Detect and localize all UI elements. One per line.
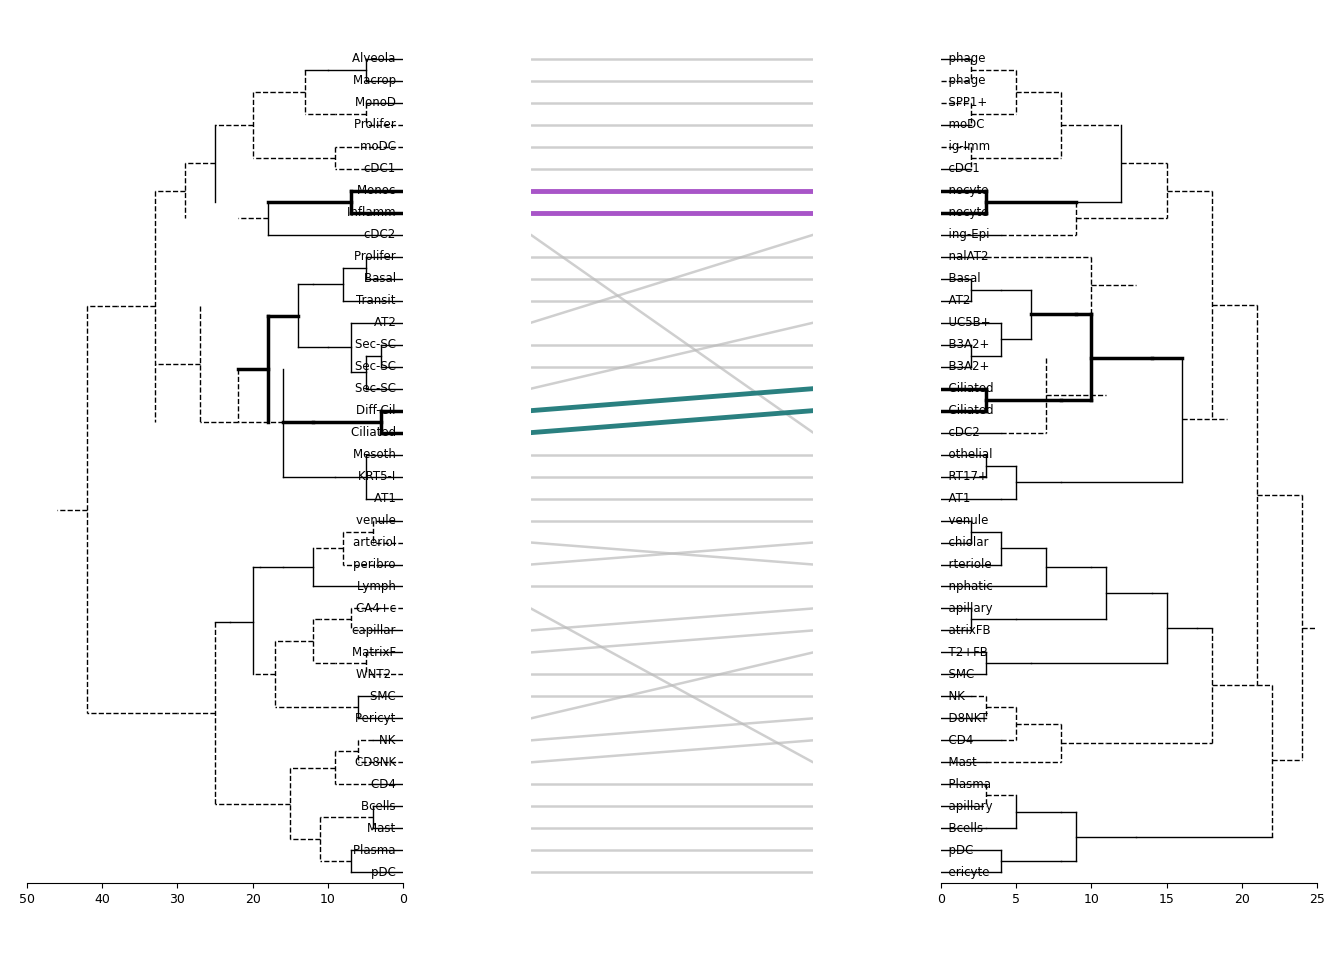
Text: SMC: SMC	[941, 668, 974, 681]
Text: Inflamm: Inflamm	[347, 206, 403, 219]
Text: T2+FB: T2+FB	[941, 646, 988, 659]
Text: AT1: AT1	[374, 492, 403, 505]
Text: apillary: apillary	[941, 602, 992, 615]
Text: peribro: peribro	[353, 558, 403, 571]
Text: chiolar: chiolar	[941, 536, 988, 549]
Text: B3A2+: B3A2+	[941, 338, 989, 351]
Text: Plasma: Plasma	[353, 844, 403, 856]
Text: Ciliated: Ciliated	[351, 426, 403, 439]
Text: moDC: moDC	[360, 140, 403, 154]
Text: Monoc: Monoc	[358, 184, 403, 198]
Text: Sec-SC: Sec-SC	[355, 360, 403, 373]
Text: CD4: CD4	[941, 733, 973, 747]
Text: phage: phage	[941, 75, 985, 87]
Text: Macrop: Macrop	[352, 75, 403, 87]
Text: nocyte: nocyte	[941, 206, 988, 219]
Text: venule: venule	[356, 514, 403, 527]
Text: AT1: AT1	[941, 492, 970, 505]
Text: Ciliated: Ciliated	[941, 382, 993, 396]
Text: Plasma: Plasma	[941, 778, 991, 791]
Text: WNT2-: WNT2-	[356, 668, 403, 681]
Text: venule: venule	[941, 514, 988, 527]
Text: ericyte: ericyte	[941, 866, 989, 878]
Text: MonoD: MonoD	[355, 96, 403, 109]
Text: NK: NK	[941, 690, 965, 703]
Text: MatrixF: MatrixF	[352, 646, 403, 659]
Text: ing-Epi: ing-Epi	[941, 228, 989, 241]
Text: Sec-SC: Sec-SC	[355, 338, 403, 351]
Text: Alveola: Alveola	[352, 53, 403, 65]
Text: SMC: SMC	[370, 690, 403, 703]
Text: Basal: Basal	[364, 273, 403, 285]
Text: NK: NK	[379, 733, 403, 747]
Text: AT2: AT2	[941, 295, 970, 307]
Text: apillary: apillary	[941, 800, 992, 813]
Text: nalAT2: nalAT2	[941, 251, 988, 263]
Text: capillar: capillar	[352, 624, 403, 636]
Text: KRT5-I: KRT5-I	[359, 470, 403, 483]
Text: cDC1: cDC1	[941, 162, 980, 176]
Text: cDC2: cDC2	[941, 426, 980, 439]
Text: Prolifer: Prolifer	[353, 118, 403, 132]
Text: D8NKT: D8NKT	[941, 712, 988, 725]
Text: othelial: othelial	[941, 448, 992, 461]
Text: Mast: Mast	[941, 756, 977, 769]
Text: UC5B+: UC5B+	[941, 316, 991, 329]
Text: AT2: AT2	[374, 316, 403, 329]
Text: ig-Imm: ig-Imm	[941, 140, 991, 154]
Text: atrixFB: atrixFB	[941, 624, 991, 636]
Text: rteriole: rteriole	[941, 558, 992, 571]
Text: Transit: Transit	[356, 295, 403, 307]
Text: SPP1+: SPP1+	[941, 96, 986, 109]
Text: Mesoth: Mesoth	[353, 448, 403, 461]
Text: Pericyt: Pericyt	[355, 712, 403, 725]
Text: RT17+: RT17+	[941, 470, 988, 483]
Text: Mast: Mast	[367, 822, 403, 835]
Text: CD8NK: CD8NK	[355, 756, 403, 769]
Text: moDC: moDC	[941, 118, 984, 132]
Text: Basal: Basal	[941, 273, 980, 285]
Text: pDC: pDC	[941, 844, 973, 856]
Text: B3A2+: B3A2+	[941, 360, 989, 373]
Text: Prolifer: Prolifer	[353, 251, 403, 263]
Text: nphatic: nphatic	[941, 580, 993, 593]
Text: Diff-Cil: Diff-Cil	[356, 404, 403, 418]
Text: Ciliated: Ciliated	[941, 404, 993, 418]
Text: cDC2: cDC2	[364, 228, 403, 241]
Text: Bcells: Bcells	[941, 822, 982, 835]
Text: Bcells: Bcells	[362, 800, 403, 813]
Text: pDC: pDC	[371, 866, 403, 878]
Text: phage: phage	[941, 53, 985, 65]
Text: Sec-SC: Sec-SC	[355, 382, 403, 396]
Text: CD4: CD4	[371, 778, 403, 791]
Text: CA4+c: CA4+c	[356, 602, 403, 615]
Text: cDC1: cDC1	[364, 162, 403, 176]
Text: nocyte: nocyte	[941, 184, 988, 198]
Text: Lymph: Lymph	[356, 580, 403, 593]
Text: arteriol: arteriol	[352, 536, 403, 549]
